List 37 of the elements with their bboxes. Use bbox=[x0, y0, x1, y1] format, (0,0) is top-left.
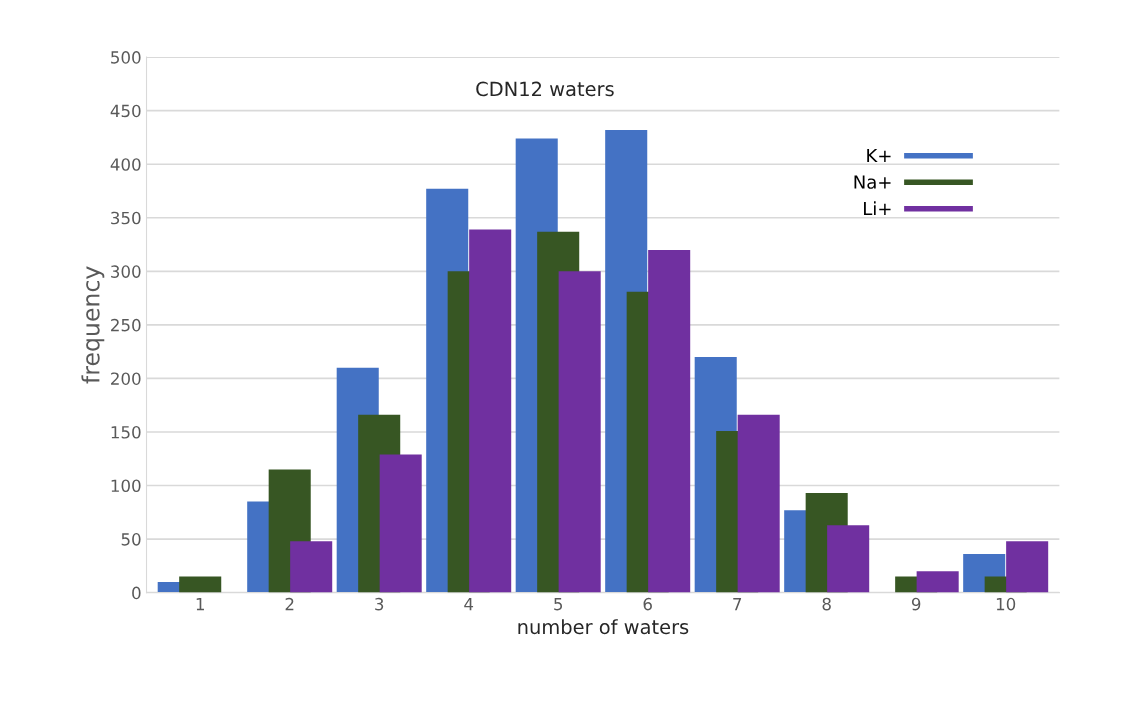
y-axis-title: frequency bbox=[81, 266, 105, 384]
bar bbox=[179, 576, 222, 593]
x-tick-label: 3 bbox=[375, 597, 384, 611]
bar bbox=[379, 454, 422, 593]
bar bbox=[648, 249, 691, 593]
y-tick-label: 250 bbox=[111, 318, 141, 332]
y-tick-label: 400 bbox=[110, 158, 141, 171]
bar bbox=[737, 414, 780, 593]
y-tick-label: 350 bbox=[111, 211, 141, 225]
x-tick-label: 10 bbox=[996, 597, 1016, 611]
x-axis-title: number of waters bbox=[518, 619, 689, 635]
x-tick-label: 5 bbox=[554, 597, 563, 611]
bar bbox=[1006, 541, 1049, 593]
y-tick-label: 300 bbox=[111, 265, 141, 278]
y-tick-label: 50 bbox=[121, 533, 141, 546]
text: CDN12 waters bbox=[476, 81, 614, 97]
bar bbox=[558, 271, 601, 593]
bar bbox=[290, 541, 333, 593]
y-tick-label: 100 bbox=[111, 479, 141, 493]
legend-label: Li+ bbox=[864, 201, 891, 216]
x-tick-label: 2 bbox=[285, 597, 294, 611]
legend-label: Na+ bbox=[854, 175, 891, 189]
bar bbox=[469, 229, 512, 593]
x-tick-label: 6 bbox=[643, 597, 652, 611]
y-tick-label: 0 bbox=[132, 586, 141, 600]
x-tick-label: 9 bbox=[911, 597, 921, 611]
x-tick-label: 7 bbox=[733, 597, 742, 611]
y-tick-label: 500 bbox=[111, 51, 141, 64]
x-tick-label: 1 bbox=[196, 597, 204, 611]
y-tick-label: 150 bbox=[111, 425, 141, 439]
y-tick-label: 450 bbox=[110, 104, 141, 118]
bar bbox=[827, 525, 870, 593]
y-tick-label: 200 bbox=[111, 372, 141, 385]
bar bbox=[916, 571, 959, 593]
x-tick-label: 8 bbox=[822, 597, 831, 611]
x-tick-label: 4 bbox=[464, 597, 474, 611]
legend-label: K+ bbox=[867, 148, 891, 163]
